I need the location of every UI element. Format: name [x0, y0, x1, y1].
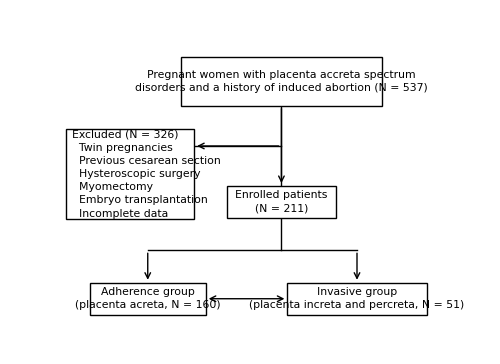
Text: Pregnant women with placenta accreta spectrum
disorders and a history of induced: Pregnant women with placenta accreta spe… [135, 70, 428, 93]
Text: Invasive group
(placenta increta and percreta, N = 51): Invasive group (placenta increta and per… [250, 287, 464, 310]
FancyBboxPatch shape [180, 57, 382, 106]
Text: Adherence group
(placenta acreta, N = 160): Adherence group (placenta acreta, N = 16… [75, 287, 221, 310]
FancyBboxPatch shape [90, 282, 206, 315]
FancyBboxPatch shape [227, 186, 336, 218]
FancyBboxPatch shape [287, 282, 427, 315]
Text: Excluded (N = 326)
  Twin pregnancies
  Previous cesarean section
  Hysteroscopi: Excluded (N = 326) Twin pregnancies Prev… [72, 130, 221, 219]
Text: Enrolled patients
(N = 211): Enrolled patients (N = 211) [236, 190, 328, 214]
FancyBboxPatch shape [66, 129, 194, 219]
